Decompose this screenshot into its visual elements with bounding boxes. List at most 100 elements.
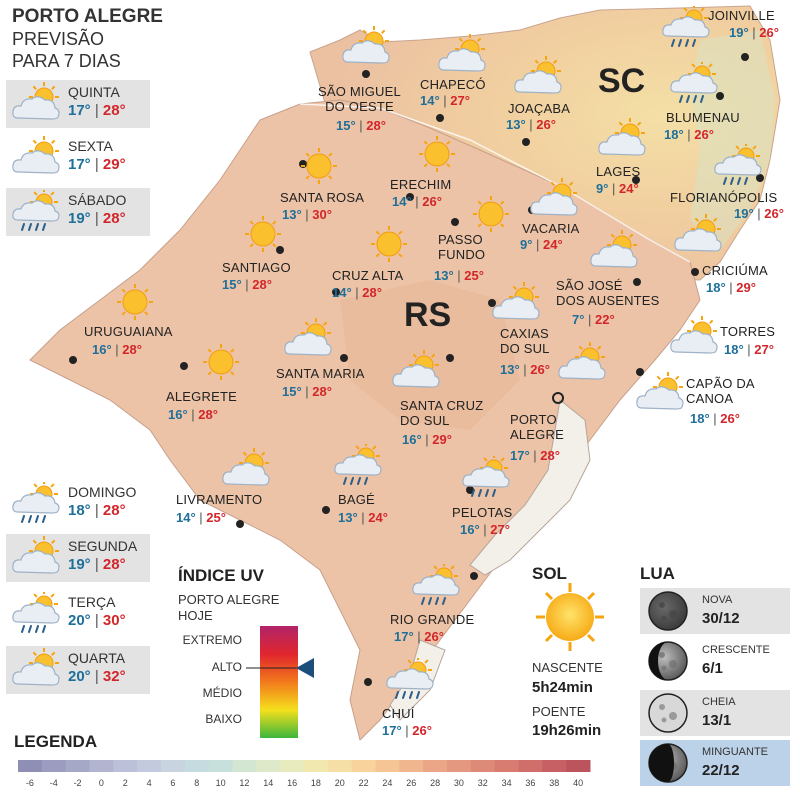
legend-tick-label: 4 [146, 778, 152, 788]
max-temp: 28° [540, 448, 560, 463]
sun-icon [117, 284, 153, 320]
min-temp: 14° [420, 93, 440, 108]
city-dot [636, 368, 644, 376]
legend-color-segment [375, 760, 400, 772]
city-name: URUGUAIANA [84, 324, 173, 339]
city-dot [180, 362, 188, 370]
city-temps: 18° | 26° [690, 411, 740, 426]
city-dot [69, 356, 77, 364]
forecast-day: TERÇA 20° | 30° [6, 590, 150, 638]
legend-tick-label: 14 [263, 778, 274, 788]
legend-tick-label: 34 [501, 778, 512, 788]
rain-sun-icon [10, 188, 64, 234]
partly-cloudy-icon [670, 316, 718, 354]
max-temp: 26° [530, 362, 550, 377]
full-moon-dark-icon [648, 591, 688, 631]
sun-title: SOL [532, 564, 567, 583]
city-name: JOAÇABA [508, 101, 571, 116]
rain-sun-icon [10, 480, 64, 526]
sun-icon [371, 226, 407, 262]
forecast-day-name: SÁBADO [68, 192, 127, 208]
city-temps: 18° | 26° [664, 127, 714, 142]
min-temp: 14° [332, 285, 352, 300]
moon-phase-name: NOVA [702, 594, 733, 606]
max-temp: 28° [102, 210, 126, 227]
legend-tick-label: 6 [170, 778, 176, 788]
city-name: PELOTAS [452, 505, 513, 520]
sunrise-label: NASCENTE [532, 660, 603, 675]
min-temp: 13° [506, 117, 526, 132]
city-name: SANTA ROSA [280, 190, 365, 205]
forecast-day: DOMINGO 18° | 28° [6, 480, 150, 528]
legend-color-segment [113, 760, 138, 772]
sunset-time: 19h26min [532, 722, 602, 739]
city-dot [451, 218, 459, 226]
uv-day: HOJE [178, 608, 213, 623]
moon-phase-date: 22/12 [702, 762, 740, 779]
min-temp: 18° [724, 342, 744, 357]
legend-color-segment [351, 760, 376, 772]
min-temp: 17° [68, 102, 91, 119]
city-name: ERECHIM [390, 177, 452, 192]
partly-cloudy-icon [10, 536, 64, 580]
sun-icon [245, 216, 281, 252]
legend-tick-label: 24 [382, 778, 393, 788]
partly-cloudy-icon [590, 230, 638, 268]
min-temp: 9° [520, 237, 533, 252]
city-name: VACARIA [522, 221, 580, 236]
page-subtitle-2: PARA 7 DIAS [12, 51, 121, 71]
city-name: SÃO MIGUEL DO OESTE [318, 84, 401, 114]
moon-phase-name: CRESCENTE [702, 644, 770, 656]
city-name: PORTO ALEGRE [510, 412, 564, 442]
city-temps: 13° | 30° [282, 207, 332, 222]
moon-title: LUA [640, 564, 675, 583]
city-temps: 18° | 29° [706, 280, 756, 295]
city-name: BAGÉ [338, 492, 375, 507]
min-temp: 14° [176, 510, 196, 525]
city-dot [340, 354, 348, 362]
uv-location: PORTO ALEGRE [178, 592, 280, 607]
moon-phase: MINGUANTE 22/12 [640, 740, 790, 786]
max-temp: 22° [595, 312, 615, 327]
min-temp: 16° [402, 432, 422, 447]
partly-cloudy-icon [530, 178, 578, 216]
legend-tick-label: 8 [194, 778, 200, 788]
legend-tick-label: 26 [406, 778, 417, 788]
min-temp: 15° [222, 277, 242, 292]
max-temp: 29° [432, 432, 452, 447]
uv-level-extremo: EXTREMO [182, 633, 242, 647]
uv-level-baixo: BAIXO [205, 712, 242, 726]
min-temp: 13° [434, 268, 454, 283]
min-temp: 13° [338, 510, 358, 525]
rain-sun-icon [334, 444, 382, 485]
forecast-day-temps: 17° | 28° [68, 102, 126, 119]
moon-phase-date: 13/1 [702, 712, 732, 729]
forecast-day-name: SEXTA [68, 138, 113, 154]
uv-level-alto: ALTO [211, 660, 242, 674]
city-temps: 19° | 26° [729, 25, 779, 40]
legend-tick-label: -4 [49, 778, 58, 788]
city-dot [406, 193, 414, 201]
legend-color-segment [518, 760, 543, 772]
full-moon-icon [648, 693, 688, 733]
rain-sun-icon [670, 62, 718, 103]
max-temp: 26° [536, 117, 556, 132]
lagoa-dos-patos [469, 399, 591, 576]
sunrise-time: 5h24min [532, 679, 593, 696]
city-dot [466, 486, 474, 494]
partly-cloudy-icon [492, 282, 540, 320]
legend-tick-label: -6 [25, 778, 34, 788]
city-temps: 13° | 25° [434, 268, 484, 283]
city-dot [716, 92, 724, 100]
city-temps: 19° | 26° [734, 206, 784, 221]
min-temp: 20° [68, 612, 91, 629]
min-temp: 19° [729, 25, 749, 40]
legend-tick-label: 22 [358, 778, 369, 788]
state-label-rs: RS [404, 296, 452, 334]
legend-color-segment [542, 760, 567, 772]
city-name: CRUZ ALTA [332, 268, 404, 283]
max-temp: 24° [619, 181, 639, 196]
city-name: PASSO FUNDO [438, 232, 486, 262]
rain-sun-icon [662, 6, 710, 47]
